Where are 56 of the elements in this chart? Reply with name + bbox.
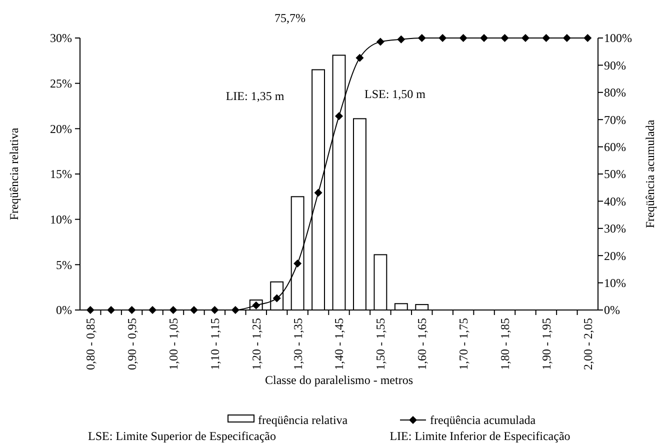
y2-tick-label: 80% <box>604 86 626 100</box>
x-tick-label: 1,90 - 1,95 <box>539 318 554 370</box>
point <box>314 188 322 197</box>
y-tick-label: 5% <box>56 258 72 272</box>
point <box>376 38 384 46</box>
x-tick-label: 1,40 - 1,45 <box>332 318 346 370</box>
point <box>562 34 571 42</box>
y2-tick-label: 10% <box>604 276 626 290</box>
point <box>459 34 468 42</box>
x-axis-title: Classe do paralelismo - metros <box>265 373 414 387</box>
legend-label: freqüência acumulada <box>430 413 536 428</box>
y2-tick-label: 30% <box>604 222 626 236</box>
y-tick-label: 25% <box>50 76 72 91</box>
point <box>584 34 592 42</box>
point <box>438 34 447 42</box>
y2-tick-label: 60% <box>604 140 626 154</box>
point <box>480 34 488 42</box>
text: LSE: Limite Superior de Especificação <box>88 429 276 443</box>
x-tick-label: 1,30 - 1,35 <box>290 318 305 370</box>
point <box>500 34 509 42</box>
y2-tick-label: 50% <box>604 167 626 182</box>
y-tick-label: 15% <box>50 167 72 182</box>
text: LIE: Limite Inferior de Especificação <box>390 429 570 443</box>
y2-tick-label: 40% <box>604 194 626 208</box>
y2-axis-title: Freqüência acumulada <box>643 119 657 228</box>
annotation: LSE: 1,50 m <box>364 87 426 101</box>
annotation: LIE: 1,35 m <box>226 89 285 103</box>
x-tick-label: 2,00 - 2,05 <box>580 318 595 370</box>
legend-label: freqüência relativa <box>258 413 348 428</box>
x-tick-label: 1,20 - 1,25 <box>249 318 264 370</box>
x-tick-label: 0,90 - 0,95 <box>125 318 139 370</box>
x-tick-label: 0,80 - 0,85 <box>84 318 98 370</box>
x-tick-label: 1,70 - 1,75 <box>456 318 471 370</box>
point <box>294 259 302 268</box>
y-tick-label: 30% <box>50 31 72 46</box>
x-tick-label: 1,50 - 1,55 <box>374 318 388 370</box>
x-tick-label: 1,10 - 1,15 <box>208 318 222 370</box>
x-tick-label: 1,60 - 1,65 <box>415 318 430 370</box>
y-tick-label: 10% <box>50 212 72 227</box>
y2-tick-label: 20% <box>604 248 626 263</box>
y-tick-label: 0% <box>56 303 72 318</box>
text: 75,7% <box>274 11 306 25</box>
point <box>356 54 364 62</box>
y2-tick-label: 90% <box>604 58 626 72</box>
point <box>335 112 343 120</box>
point <box>418 34 426 42</box>
y2-tick-label: 70% <box>604 112 626 127</box>
point <box>521 34 530 42</box>
x-tick-label: 1,80 - 1,85 <box>498 318 512 370</box>
y-axis-title: Freqüência relativa <box>7 127 21 220</box>
point <box>397 35 406 44</box>
y-tick-label: 20% <box>50 122 72 136</box>
x-tick-label: 1,00 - 1,05 <box>166 318 180 370</box>
y2-tick-label: 0% <box>604 303 620 318</box>
y2-tick-label: 100% <box>604 31 632 46</box>
point <box>542 34 550 42</box>
